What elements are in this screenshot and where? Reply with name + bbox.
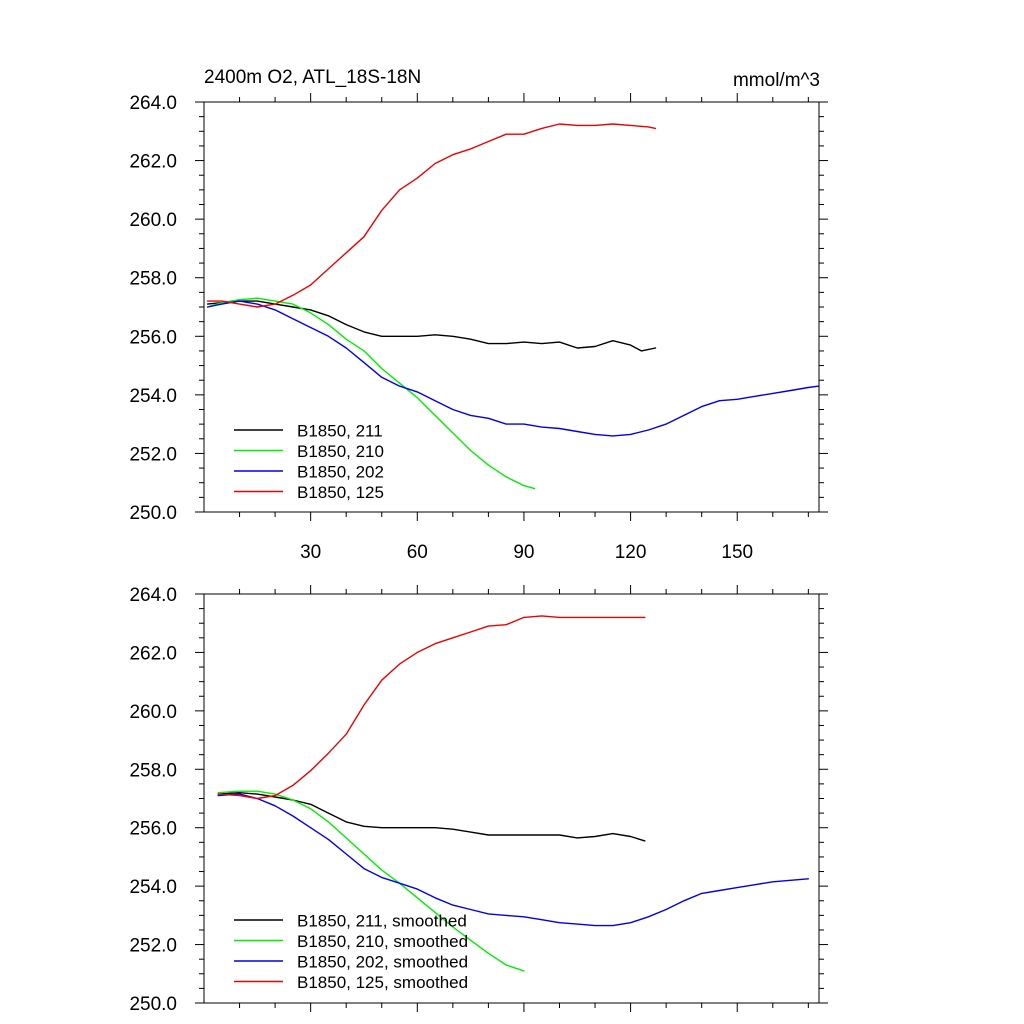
series-line-1	[206, 297, 536, 490]
series-line-3	[206, 123, 657, 308]
bottom-plot: 250.0 252.0 254.0 256.0 258.0 260.0 262.0 264.0…	[129, 585, 828, 1015]
legend-label: B1850, 211, smoothed	[297, 912, 467, 931]
legend-label: B1850, 210	[297, 442, 384, 461]
bottom-panel: 250.0 252.0 254.0 256.0 258.0 260.0 262.0 264.0…	[129, 585, 828, 1015]
legend-label: B1850, 202	[297, 463, 384, 482]
y-tick-label: 256.0	[129, 327, 177, 348]
series-line-1	[217, 790, 525, 972]
y-tick-label: 258.0	[129, 760, 177, 781]
legend-label: B1850, 202, smoothed	[297, 953, 468, 972]
legend-label: B1850, 210, smoothed	[297, 932, 468, 951]
series-line-2	[206, 300, 820, 437]
y-tick-label: 264.0	[129, 93, 177, 114]
legend-label: B1850, 125	[297, 483, 384, 502]
x-tick-label: 30	[300, 542, 321, 563]
y-tick-label: 250.0	[129, 994, 177, 1015]
chart-title: 2400m O2, ATL_18S-18N	[204, 67, 421, 88]
chart-units: mmol/m^3	[733, 70, 820, 91]
y-tick-label: 262.0	[129, 152, 177, 173]
series-line-0	[206, 300, 657, 352]
y-tick-label: 254.0	[129, 386, 177, 407]
y-tick-label: 256.0	[129, 819, 177, 840]
y-tick-label: 252.0	[129, 444, 177, 465]
y-tick-label: 252.0	[129, 936, 177, 957]
series-line-3	[217, 615, 646, 800]
y-tick-label: 264.0	[129, 585, 177, 606]
x-tick-label: 150	[721, 542, 753, 563]
x-tick-label: 90	[513, 542, 534, 563]
y-tick-label: 260.0	[129, 702, 177, 723]
series-line-2	[217, 793, 809, 927]
top-panel: 2400m O2, ATL_18S-18N mmol/m^3 250.0 252.…	[129, 67, 828, 563]
series-line-0	[217, 792, 646, 842]
legend-label: B1850, 125, smoothed	[297, 973, 468, 992]
top-plot: 250.0 252.0 254.0 256.0 258.0 260.0 262.0 264.0…	[129, 93, 828, 563]
y-tick-label: 258.0	[129, 269, 177, 290]
y-tick-label: 250.0	[129, 503, 177, 524]
y-tick-label: 262.0	[129, 643, 177, 664]
x-tick-label: 60	[407, 542, 428, 563]
y-tick-label: 260.0	[129, 210, 177, 231]
legend-label: B1850, 211	[297, 422, 383, 441]
x-tick-label: 120	[615, 542, 647, 563]
y-tick-label: 254.0	[129, 877, 177, 898]
